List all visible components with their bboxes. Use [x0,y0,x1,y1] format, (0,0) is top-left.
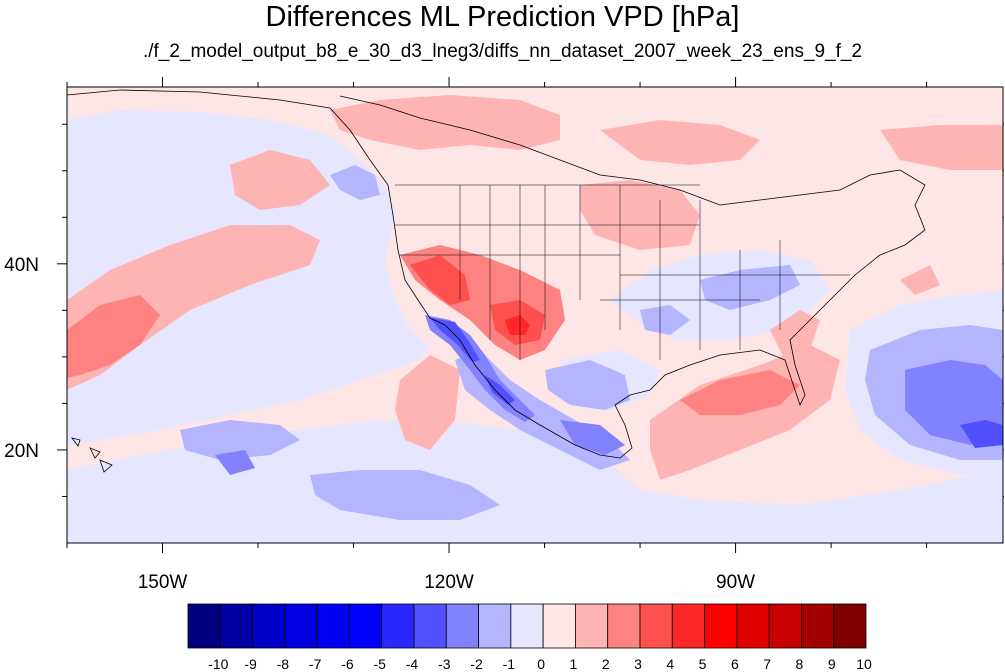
colorbar-label: -3 [438,656,451,672]
colorbar-label: -6 [341,656,354,672]
contour-neg-2-southeast [640,305,690,335]
colorbar: -10 -9 -8 -7 -6 -5 -4 -3 -2 -1 0 1 2 3 4 5 6 7 8 9 10 [187,603,872,672]
colorbar-swatch [736,603,770,649]
contour-fields [67,89,1003,543]
contour-neg-4-mexico-coast [485,375,515,405]
contour-neg-4-baja-coast [430,318,480,362]
colorbar-swatch [219,603,253,649]
colorbar-swatch [575,603,609,649]
contour-pos-1-canada-east [600,120,760,165]
contour-pos-2-west-pacific [67,295,160,378]
colorbar-label: -7 [309,656,322,672]
hawaii-islands [71,437,113,473]
colorbar-swatch [639,603,673,649]
colorbar-swatch [349,603,383,649]
contour-neg-4-atlantic [960,420,1003,448]
colorbar-label: -2 [470,656,483,672]
map-frame [66,86,1004,544]
contour-pos-1-atlantic-east [900,265,940,295]
colorbar-swatch [768,603,802,649]
plot-subtitle: ./f_2_model_output_b8_e_30_d3_lneg3/diff… [142,41,863,62]
contour-pos-1-west-pacific-2 [230,150,330,210]
colorbar-swatch [252,603,286,649]
contour-pos-1-canada [330,95,560,150]
colorbar-label: 10 [856,656,872,672]
colorbar-label: -9 [244,656,257,672]
colorbar-swatch [413,603,447,649]
contour-pos-4-arizona-core [505,315,530,335]
plot-title: Differences ML Prediction VPD [hPa] [265,1,740,33]
colorbar-swatch [316,603,350,649]
contour-pos-1-plains [580,180,700,250]
colorbar-label: 3 [634,656,642,672]
colorbar-label: 9 [828,656,836,672]
colorbar-label: -8 [277,656,290,672]
colorbar-swatch [671,603,705,649]
colorbar-swatch [704,603,738,649]
colorbar-swatch [478,603,512,649]
y-tick-label: 40N [4,255,39,276]
contour-neg-2-east-us [700,265,800,310]
colorbar-label: 8 [796,656,804,672]
contour-pos-1-baja-pacific [395,355,460,450]
axis-tick-labels: 150W 120W 90W 40N 20N [4,255,755,593]
contour-neg-3-pacific [215,450,255,475]
contour-neg-2-pacific-south-2 [310,470,500,520]
colorbar-label: 6 [731,656,739,672]
colorbar-label: -1 [503,656,516,672]
colorbar-label: 1 [570,656,578,672]
y-tick-label: 20N [4,441,39,462]
colorbar-label: -5 [373,656,386,672]
colorbar-label: 4 [666,656,674,672]
contour-pos-3-california [410,255,470,305]
colorbar-label: 2 [602,656,610,672]
x-tick-label: 150W [138,572,188,593]
colorbar-label: -10 [208,656,228,672]
axis-ticks [57,77,1004,553]
colorbar-label: 5 [699,656,707,672]
contour-pos-1-northeast [880,125,1003,170]
colorbar-swatch [284,603,318,649]
colorbar-swatch [381,603,415,649]
land-outline-north-america [67,89,926,459]
colorbar-swatch [510,603,544,649]
contour-neg-2-texas [545,360,630,410]
colorbar-swatch [607,603,641,649]
contour-neg-3-mexico-south [560,420,625,455]
x-tick-label: 90W [716,572,755,593]
colorbar-label: -4 [406,656,419,672]
contour-pos-2-gulf-south [680,370,800,415]
contour-neg-1-pacific-south [67,420,1003,543]
contour-neg-2-pacific-south [180,420,300,460]
colorbar-label: 7 [763,656,771,672]
state-borders [395,184,850,360]
colorbar-swatch [801,603,835,649]
colorbar-label: 0 [537,656,545,672]
colorbar-swatch [187,603,221,649]
colorbar-swatch [445,603,479,649]
x-tick-label: 120W [424,572,474,593]
contour-neg-2-pacific-northwest [330,165,380,200]
colorbar-swatch [833,603,867,649]
colorbar-swatch [542,603,576,649]
